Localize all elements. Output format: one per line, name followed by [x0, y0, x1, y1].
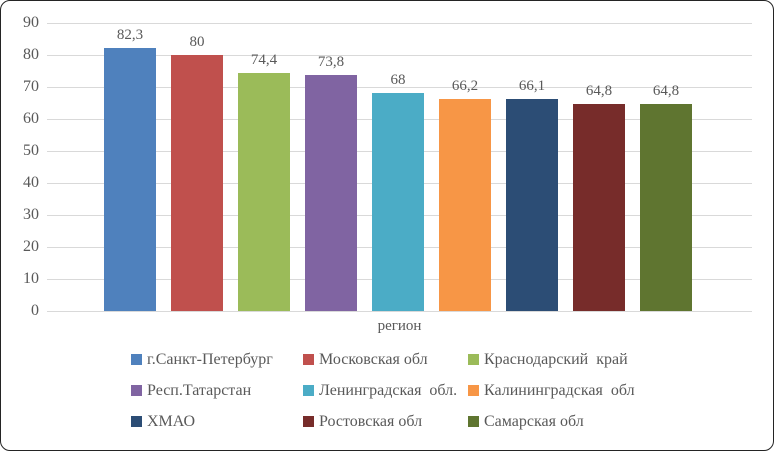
- legend-label: Ленинградская обл.: [319, 382, 458, 399]
- y-tick-label: 90: [23, 14, 39, 31]
- bar-8: [573, 104, 625, 311]
- y-tick-label: 50: [23, 142, 39, 159]
- bar-value-label: 82,3: [116, 27, 144, 43]
- legend-swatch-icon: [303, 416, 314, 427]
- bar-4: [305, 75, 357, 311]
- bar-value-label: 64,8: [652, 83, 680, 99]
- legend-label: ХМАО: [147, 413, 196, 430]
- legend-swatch-icon: [303, 354, 314, 365]
- legend-item: Краснодарский край: [468, 350, 688, 369]
- legend-label: Калининградская обл: [484, 382, 635, 399]
- legend-label: г.Санкт-Петербург: [147, 351, 273, 368]
- legend-label: Ростовская обл: [319, 413, 423, 430]
- legend-item: Московская обл: [303, 350, 468, 369]
- gridline: [47, 311, 752, 312]
- y-tick-label: 0: [31, 302, 39, 319]
- x-axis-title: регион: [377, 318, 422, 334]
- legend-swatch-icon: [131, 354, 142, 365]
- gridline: [47, 23, 752, 24]
- legend-swatch-icon: [131, 385, 142, 396]
- legend-label: Респ.Татарстан: [147, 382, 252, 399]
- y-tick-label: 60: [23, 110, 39, 127]
- bar-5: [372, 93, 424, 311]
- legend-label: Московская обл: [319, 351, 428, 368]
- legend-item: ХМАО: [131, 412, 303, 431]
- legend-swatch-icon: [131, 416, 142, 427]
- bar-value-label: 68: [390, 72, 406, 88]
- bar-value-label: 64,8: [585, 83, 613, 99]
- y-tick-label: 30: [23, 206, 39, 223]
- y-tick-label: 70: [23, 78, 39, 95]
- gridline: [47, 87, 752, 88]
- legend-swatch-icon: [468, 416, 479, 427]
- bar-value-label: 66,2: [451, 78, 479, 94]
- legend-swatch-icon: [303, 385, 314, 396]
- legend-item: Ленинградская обл.: [303, 381, 468, 400]
- bar-value-label: 74,4: [250, 52, 278, 68]
- legend-item: г.Санкт-Петербург: [131, 350, 303, 369]
- bar-9: [640, 104, 692, 311]
- legend-item: Респ.Татарстан: [131, 381, 303, 400]
- y-tick-label: 10: [23, 270, 39, 287]
- bar-7: [506, 99, 558, 311]
- bar-2: [171, 55, 223, 311]
- y-tick-label: 80: [23, 46, 39, 63]
- bar-1: [104, 48, 156, 311]
- legend-item: Калининградская обл: [468, 381, 688, 400]
- y-tick-label: 40: [23, 174, 39, 191]
- legend: г.Санкт-Петербург Московская обл Краснодар…: [131, 350, 688, 431]
- bar-3: [238, 73, 290, 311]
- legend-item: Ростовская обл: [303, 412, 468, 431]
- bar-6: [439, 99, 491, 311]
- bar-value-label: 73,8: [317, 54, 345, 70]
- y-tick-label: 20: [23, 238, 39, 255]
- legend-item: Самарская обл: [468, 412, 688, 431]
- gridline: [47, 55, 752, 56]
- legend-swatch-icon: [468, 354, 479, 365]
- plot-area: 82,3 80 74,4 73,8 68 66,2 66,1 64,8 64,8: [47, 23, 752, 312]
- legend-label: Самарская обл: [484, 413, 584, 430]
- legend-swatch-icon: [468, 385, 479, 396]
- legend-label: Краснодарский край: [484, 351, 628, 368]
- bar-value-label: 66,1: [518, 78, 546, 94]
- bar-value-label: 80: [189, 34, 205, 50]
